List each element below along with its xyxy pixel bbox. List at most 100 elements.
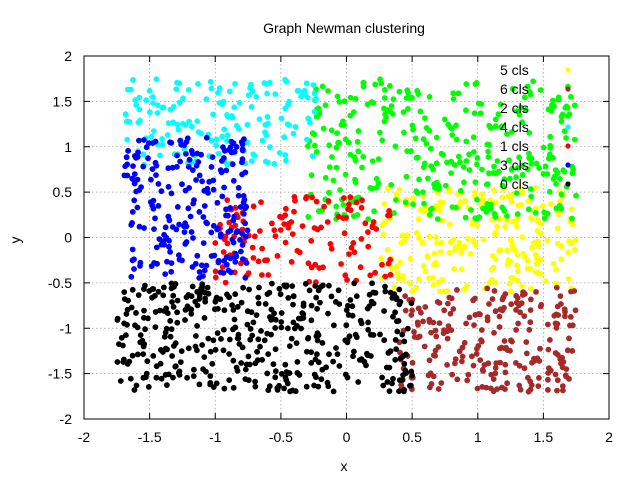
data-point	[491, 187, 497, 194]
y-tick-label: 0	[64, 230, 72, 246]
data-point	[315, 383, 322, 390]
data-point	[130, 176, 137, 183]
data-point	[189, 167, 196, 174]
y-tick-label: -1.5	[48, 366, 72, 382]
data-point	[474, 161, 480, 168]
data-point	[547, 337, 553, 343]
data-point	[366, 291, 373, 298]
data-point	[438, 239, 445, 246]
data-point	[416, 276, 423, 283]
data-point	[525, 388, 532, 395]
data-point	[367, 272, 374, 279]
data-point	[506, 280, 513, 287]
data-point	[485, 154, 492, 160]
data-point	[239, 156, 246, 163]
data-point	[191, 366, 197, 373]
y-tick-label: -2	[60, 411, 73, 427]
data-point	[377, 129, 383, 136]
data-point	[244, 321, 251, 328]
data-point	[476, 214, 483, 221]
data-point	[365, 229, 371, 236]
data-point	[267, 144, 273, 151]
data-point	[258, 199, 264, 206]
data-point	[205, 335, 212, 342]
data-point	[371, 208, 378, 215]
data-point	[452, 360, 458, 367]
data-point	[314, 337, 321, 344]
data-point	[154, 102, 161, 108]
data-point	[337, 187, 344, 193]
data-point	[568, 206, 575, 213]
data-point	[118, 334, 125, 341]
data-point	[164, 132, 171, 138]
legend: 5 cls 6 cls 2 cls 4 cls 1 cls 3 cls 0 cls	[500, 62, 571, 192]
data-point	[472, 241, 479, 248]
data-point	[440, 152, 447, 158]
data-point	[432, 327, 439, 334]
data-point	[423, 140, 430, 147]
data-point	[152, 215, 158, 222]
data-point	[358, 236, 365, 242]
data-point	[451, 266, 458, 272]
data-point	[504, 261, 511, 268]
data-point	[428, 329, 435, 336]
data-point	[333, 144, 340, 151]
data-point	[292, 388, 299, 395]
data-point	[248, 104, 255, 110]
data-point	[226, 351, 233, 357]
data-point	[393, 191, 400, 198]
x-tick-label: -0.5	[269, 429, 293, 445]
data-point	[133, 101, 140, 108]
data-point	[328, 293, 335, 300]
data-point	[491, 210, 498, 217]
data-point	[262, 129, 268, 136]
data-point	[492, 364, 499, 371]
data-point	[536, 375, 542, 381]
data-point	[173, 86, 180, 92]
data-point	[150, 94, 156, 100]
data-point	[137, 332, 144, 339]
data-point	[131, 266, 137, 272]
data-point	[145, 155, 151, 162]
data-point	[519, 119, 526, 126]
data-point	[314, 305, 321, 312]
data-point	[424, 175, 431, 182]
data-point	[192, 298, 199, 305]
data-point	[314, 351, 320, 358]
data-point	[504, 380, 511, 387]
data-point	[402, 307, 409, 314]
data-point	[214, 199, 221, 206]
data-point	[470, 134, 477, 141]
data-point	[161, 231, 168, 238]
data-point	[319, 366, 326, 373]
data-point	[558, 118, 565, 125]
data-point	[207, 78, 214, 85]
data-point	[302, 91, 309, 98]
data-point	[484, 201, 491, 207]
data-point	[212, 306, 218, 313]
data-point	[129, 257, 136, 264]
data-point	[286, 98, 293, 105]
data-point	[426, 233, 433, 240]
data-point	[384, 246, 391, 253]
data-point	[223, 261, 230, 268]
data-point	[242, 169, 249, 176]
data-point	[121, 356, 127, 363]
data-point	[192, 260, 199, 267]
data-point	[560, 167, 567, 174]
data-point	[169, 353, 176, 359]
data-point	[239, 147, 246, 154]
data-point	[513, 174, 519, 181]
data-point	[299, 223, 306, 230]
data-point	[469, 353, 475, 360]
data-point	[573, 192, 579, 199]
series-5-cls	[378, 185, 579, 295]
data-point	[498, 344, 505, 351]
data-point	[203, 262, 210, 269]
data-point	[174, 309, 181, 316]
data-point	[490, 376, 497, 383]
data-point	[285, 224, 292, 231]
data-point	[308, 302, 315, 309]
data-point	[447, 239, 454, 245]
data-point	[394, 328, 401, 335]
